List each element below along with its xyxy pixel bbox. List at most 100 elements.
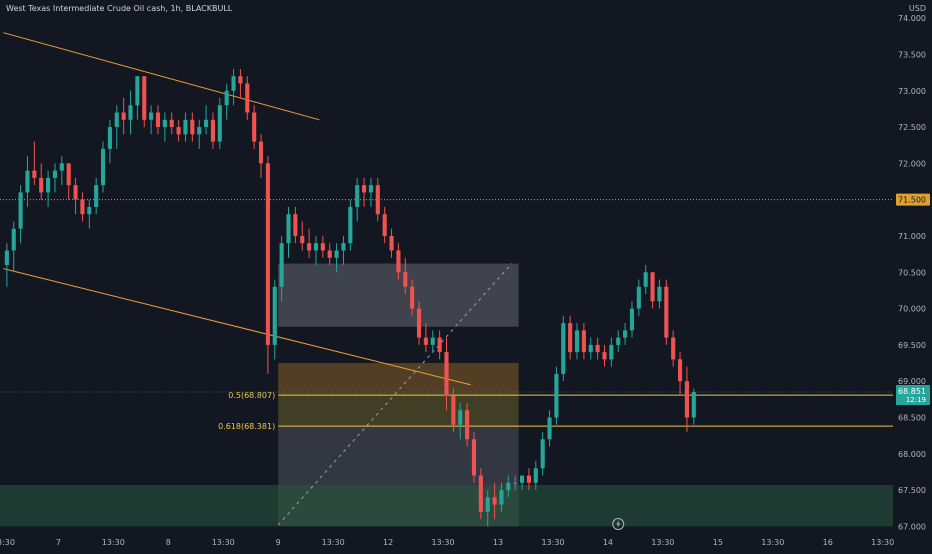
y-tick-label: 69.500 [898, 341, 926, 350]
x-tick-label: 13:30 [871, 538, 894, 547]
candle-body [231, 76, 236, 91]
candle-body [25, 170, 30, 193]
candle-body [458, 410, 463, 425]
candle-body [197, 127, 202, 135]
y-tick-label: 70.000 [898, 305, 926, 314]
candle-body [320, 243, 325, 251]
x-tick-label: 13:30 [432, 538, 455, 547]
candle-body [224, 90, 229, 106]
candle-body [293, 214, 298, 236]
time-axis-bg [0, 530, 932, 550]
candle-body [348, 206, 353, 244]
candle-body [204, 119, 209, 128]
candle-body [66, 163, 71, 186]
lower-trendline [3, 268, 471, 386]
candle-body [403, 272, 408, 287]
fib-label: 0.618(68.381) [218, 422, 275, 431]
candle-body [444, 352, 449, 396]
candle-body [176, 127, 181, 135]
zone-olive-band [278, 395, 519, 427]
candle-body [368, 185, 373, 193]
candle-body [135, 76, 140, 106]
candle-body [121, 112, 126, 120]
price-badge-timer: 12:19 [906, 396, 926, 404]
candle-body [272, 286, 277, 345]
candle-body [416, 308, 422, 338]
x-tick-label: 13:30 [0, 538, 15, 547]
candle-body [355, 185, 360, 207]
candle-body [238, 76, 243, 84]
candle-body [609, 344, 614, 360]
x-tick-label: 8 [166, 538, 171, 547]
candle-body [471, 439, 477, 476]
x-tick-label: 14 [603, 538, 613, 547]
candle-body [210, 119, 216, 142]
lightning-glyph [616, 520, 621, 528]
candle-body [279, 243, 284, 287]
fib-label: 0.5(68.807) [228, 391, 275, 400]
candle-body [382, 214, 387, 236]
candle-body [410, 286, 415, 309]
candle-body [217, 105, 222, 142]
price-badge-value: 68.851 [898, 387, 926, 396]
candle-body [423, 337, 428, 345]
y-tick-label: 73.000 [898, 87, 926, 96]
candle-body [602, 352, 607, 360]
level-badge [896, 193, 930, 206]
x-tick-label: 12 [383, 538, 393, 547]
candle-body [677, 359, 683, 382]
candle-body [59, 163, 64, 171]
y-tick-label: 74.000 [898, 14, 926, 23]
x-tick-label: 13:30 [102, 538, 125, 547]
level-badge-label: 71.500 [898, 196, 926, 205]
candle-body [107, 127, 112, 149]
candle-body [520, 475, 525, 483]
x-tick-label: 13:30 [761, 538, 784, 547]
candle-body [114, 112, 119, 128]
candle-body [657, 286, 662, 302]
candle-body [616, 337, 621, 345]
candle-body [100, 148, 106, 186]
y-tick-label: 68.000 [898, 450, 926, 459]
zone-orange-band [278, 363, 519, 396]
y-tick-label: 72.000 [898, 159, 926, 168]
candle-body [39, 177, 44, 193]
broker-label: BLACKBULL [185, 4, 233, 13]
price-axis-bg [893, 0, 932, 550]
x-tick-label: 13:30 [651, 538, 674, 547]
candle-body [46, 177, 51, 193]
y-tick-label: 71.000 [898, 232, 926, 241]
title-separator-2: , [180, 4, 186, 13]
candle-body [307, 243, 312, 251]
candle-body [506, 482, 511, 491]
x-tick-label: 13 [493, 538, 503, 547]
candle-body [492, 497, 497, 505]
candle-body [313, 243, 319, 251]
title-separator: , [165, 4, 171, 13]
lightning-icon [612, 518, 625, 530]
candle-body [334, 250, 339, 258]
candle-body [595, 344, 600, 353]
candle-body [623, 330, 628, 338]
candle-body [94, 185, 99, 207]
candle-body [437, 337, 442, 353]
projection-line [277, 263, 513, 526]
x-tick-label: 9 [276, 538, 281, 547]
candle-body [4, 250, 9, 265]
y-tick-label: 73.500 [898, 50, 926, 59]
candle-body [691, 392, 696, 418]
currency-label: USD [909, 4, 926, 13]
candle-body [169, 119, 174, 128]
candle-body [258, 141, 264, 164]
candle-body [128, 105, 133, 120]
candle-body [574, 330, 580, 353]
candle-body [629, 308, 635, 331]
candle-body [183, 119, 188, 135]
candle-body [540, 439, 545, 469]
candle-body [671, 337, 676, 360]
candle-body [588, 344, 593, 353]
price-badge [896, 384, 930, 405]
candle-body [478, 475, 483, 512]
